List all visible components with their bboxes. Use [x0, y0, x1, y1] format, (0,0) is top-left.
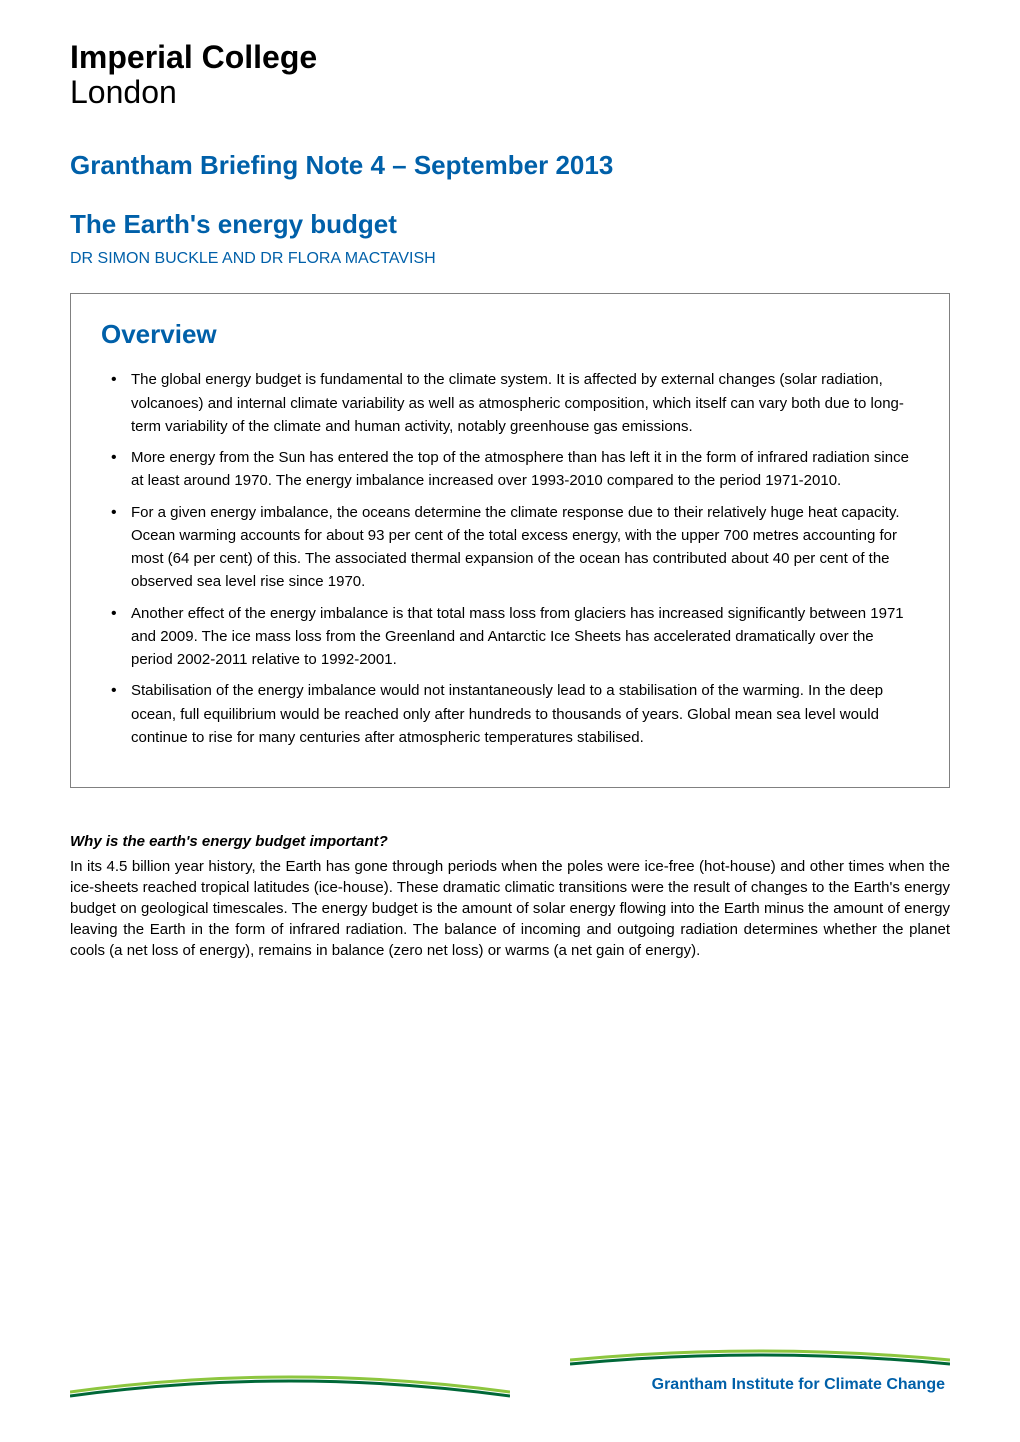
overview-box: Overview The global energy budget is fun… — [70, 293, 950, 788]
overview-bullet: For a given energy imbalance, the oceans… — [131, 501, 919, 594]
overview-bullet: Stabilisation of the energy imbalance wo… — [131, 679, 919, 749]
overview-bullet: Another effect of the energy imbalance i… — [131, 602, 919, 672]
briefing-title: Grantham Briefing Note 4 – September 201… — [70, 150, 950, 181]
overview-bullet: More energy from the Sun has entered the… — [131, 446, 919, 493]
logo-title: Imperial College — [70, 40, 950, 75]
logo-subtitle: London — [70, 75, 950, 110]
footer-institute-name: Grantham Institute for Climate Change — [652, 1376, 945, 1394]
overview-title: Overview — [101, 319, 919, 350]
authors: DR SIMON BUCKLE AND DR FLORA MACTAVISH — [70, 250, 950, 268]
paper-title: The Earth's energy budget — [70, 209, 950, 240]
page-footer: Grantham Institute for Climate Change — [0, 1352, 1020, 1422]
body-text: In its 4.5 billion year history, the Ear… — [70, 856, 950, 961]
footer-curve-right-icon — [570, 1342, 950, 1367]
section-title: Why is the earth's energy budget importa… — [70, 833, 950, 850]
institution-logo: Imperial College London — [70, 40, 950, 110]
overview-bullet: The global energy budget is fundamental … — [131, 368, 919, 438]
footer-curve-left-icon — [70, 1362, 510, 1402]
overview-list: The global energy budget is fundamental … — [101, 368, 919, 749]
